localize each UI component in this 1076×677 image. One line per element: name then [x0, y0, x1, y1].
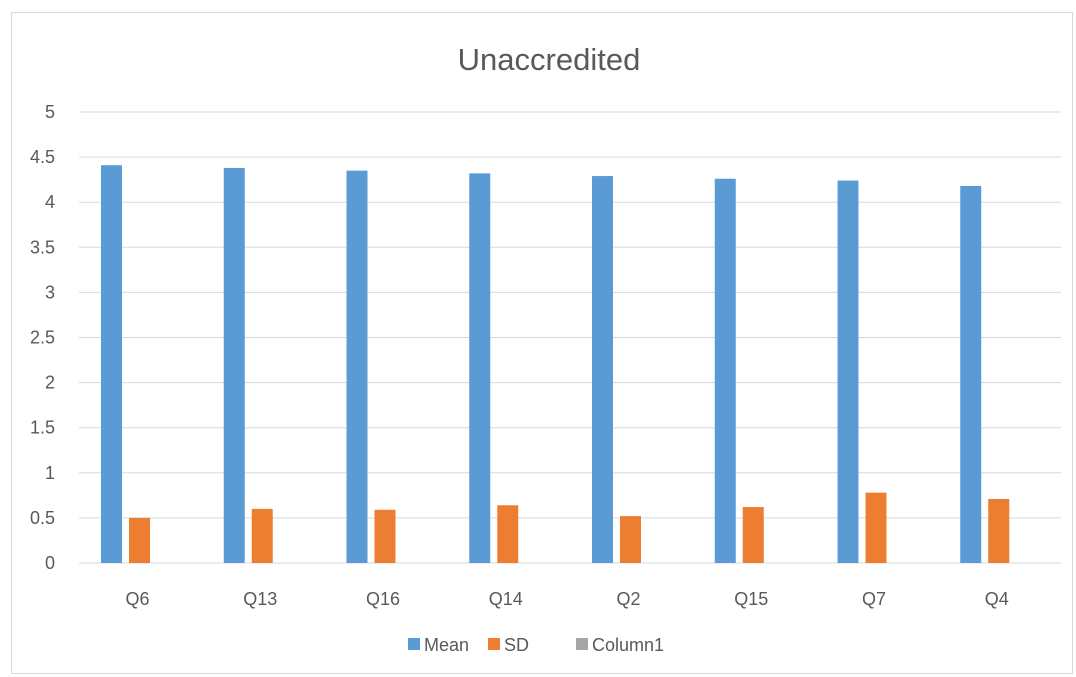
- y-tick-label: 1: [45, 463, 55, 483]
- bar-sd-q6: [129, 517, 150, 563]
- bar-sd-q15: [742, 507, 764, 563]
- x-tick-label: Q15: [734, 589, 768, 609]
- y-tick-label: 3: [45, 282, 55, 302]
- bar-mean-q4: [960, 185, 982, 564]
- bar-sd-q14: [497, 505, 519, 563]
- x-tick-label: Q4: [985, 589, 1009, 609]
- y-tick-label: 0: [45, 553, 55, 573]
- bars: [101, 165, 1010, 564]
- y-tick-label: 2.5: [30, 328, 55, 348]
- legend-swatch-column1: [576, 638, 588, 650]
- x-tick-label: Q6: [125, 589, 149, 609]
- x-tick-label: Q13: [243, 589, 277, 609]
- bar-mean-q6: [101, 165, 122, 563]
- bar-sd-q2: [620, 516, 641, 563]
- x-axis-ticks: Q6 Q13 Q16 Q14 Q2 Q15 Q7 Q4: [125, 589, 1008, 609]
- bar-sd-q4: [988, 498, 1010, 563]
- chart-frame: [11, 12, 1073, 674]
- bar-mean-q7: [837, 180, 859, 563]
- legend: Mean SD Column1: [408, 635, 664, 655]
- bar-mean-q13: [223, 167, 245, 563]
- y-tick-label: 5: [45, 102, 55, 122]
- y-tick-label: 2: [45, 373, 55, 393]
- y-tick-label: 4.5: [30, 147, 55, 167]
- y-tick-label: 0.5: [30, 508, 55, 528]
- legend-label-sd: SD: [504, 635, 529, 655]
- bar-mean-q14: [469, 173, 491, 563]
- bar-mean-q16: [346, 170, 368, 563]
- legend-swatch-mean: [408, 638, 420, 650]
- x-tick-label: Q7: [862, 589, 886, 609]
- legend-label-mean: Mean: [424, 635, 469, 655]
- legend-swatch-sd: [488, 638, 500, 650]
- chart-title: Unaccredited: [458, 42, 641, 77]
- bar-sd-q7: [865, 492, 887, 563]
- y-tick-label: 1.5: [30, 418, 55, 438]
- x-tick-label: Q2: [616, 589, 640, 609]
- bar-sd-q13: [251, 508, 273, 563]
- x-tick-label: Q14: [489, 589, 523, 609]
- legend-label-column1: Column1: [592, 635, 664, 655]
- bar-sd-q16: [374, 509, 396, 563]
- bar-mean-q2: [592, 176, 613, 564]
- y-tick-label: 3.5: [30, 237, 55, 257]
- x-tick-label: Q16: [366, 589, 400, 609]
- y-tick-label: 4: [45, 192, 55, 212]
- y-axis-ticks: 0 0.5 1 1.5 2 2.5 3 3.5 4 4.5 5: [30, 102, 55, 573]
- bar-mean-q15: [714, 178, 736, 564]
